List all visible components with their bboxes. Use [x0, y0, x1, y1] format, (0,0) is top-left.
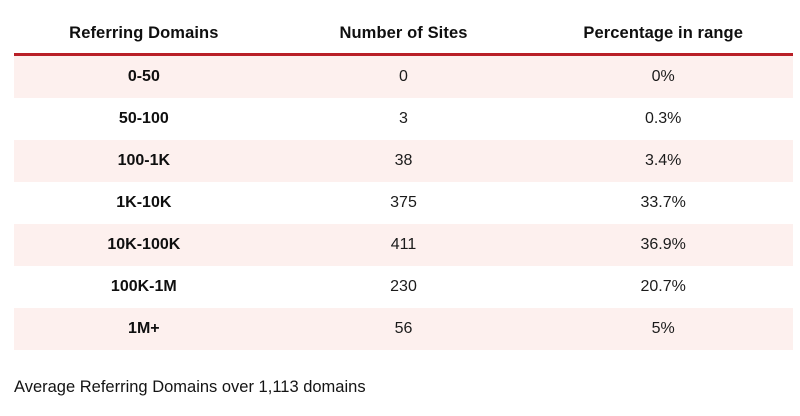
sites-cell: 3 — [399, 110, 408, 127]
range-cell: 10K-100K — [107, 236, 181, 253]
table-row: 1M+ 56 5% — [14, 308, 793, 350]
sites-cell: 38 — [394, 152, 413, 169]
percent-cell: 5% — [651, 320, 675, 337]
range-cell: 50-100 — [118, 110, 169, 127]
table-row: 0-50 0 0% — [14, 56, 793, 98]
range-cell: 1K-10K — [116, 194, 172, 211]
percent-cell: 0% — [651, 68, 675, 85]
table-row: 100-1K 38 3.4% — [14, 140, 793, 182]
column-header-percentage-in-range: Percentage in range — [583, 24, 743, 42]
column-header-referring-domains: Referring Domains — [69, 24, 219, 42]
range-cell: 100-1K — [117, 152, 171, 169]
range-cell: 1M+ — [128, 320, 160, 337]
table-row: 50-100 3 0.3% — [14, 98, 793, 140]
percent-cell: 33.7% — [640, 194, 686, 211]
table-body: 0-50 0 0% 50-100 3 0.3% 100-1K 38 3.4% 1K-10K 375 3… — [14, 56, 793, 350]
table-caption: Average Referring Domains over 1,113 dom… — [14, 378, 366, 396]
percent-cell: 20.7% — [640, 278, 686, 295]
referring-domains-table: Referring Domains Number of Sites Percen… — [14, 0, 793, 350]
range-cell: 0-50 — [127, 68, 160, 85]
sites-cell: 230 — [390, 278, 417, 295]
percent-cell: 36.9% — [640, 236, 686, 253]
table-row: 100K-1M 230 20.7% — [14, 266, 793, 308]
sites-cell: 0 — [399, 68, 408, 85]
percent-cell: 3.4% — [644, 152, 682, 169]
table-row: 10K-100K 411 36.9% — [14, 224, 793, 266]
table-row: 1K-10K 375 33.7% — [14, 182, 793, 224]
table-header-row: Referring Domains Number of Sites Percen… — [14, 0, 793, 56]
sites-cell: 411 — [390, 236, 417, 253]
range-cell: 100K-1M — [110, 278, 177, 295]
column-header-number-of-sites: Number of Sites — [339, 24, 468, 42]
sites-cell: 56 — [394, 320, 413, 337]
sites-cell: 375 — [390, 194, 417, 211]
percent-cell: 0.3% — [644, 110, 682, 127]
